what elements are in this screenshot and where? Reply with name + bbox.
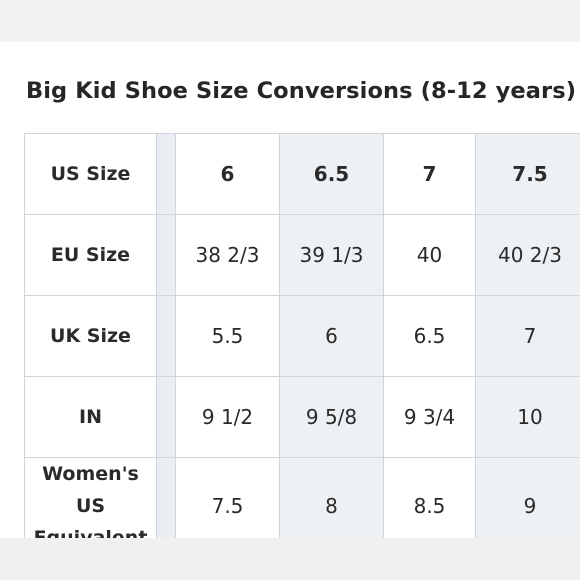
- row-label: IN: [24, 376, 157, 458]
- table-cell: 39 1/3: [279, 214, 384, 296]
- table-row: US Size 6 6.5 7 7.5: [24, 133, 580, 215]
- table-row: Women's US Equivalent 7.5 8 8.5 9: [24, 457, 580, 555]
- table-cell: 6: [175, 133, 280, 215]
- row-label: EU Size: [24, 214, 157, 296]
- table-cell: 7.5: [475, 133, 580, 215]
- bottom-band: [0, 538, 580, 580]
- table-cell: 6.5: [279, 133, 384, 215]
- table-cell: 9 1/2: [175, 376, 280, 458]
- spacer-cell: [156, 133, 176, 215]
- page-title: Big Kid Shoe Size Conversions (8-12 year…: [26, 78, 577, 104]
- top-band: [0, 0, 580, 42]
- table-cell: 6.5: [383, 295, 476, 377]
- table-cell: 9 3/4: [383, 376, 476, 458]
- table-row: IN 9 1/2 9 5/8 9 3/4 10: [24, 376, 580, 458]
- size-conversion-table: US Size 6 6.5 7 7.5 EU Size 38 2/3 39 1/…: [24, 133, 580, 555]
- table-row: UK Size 5.5 6 6.5 7: [24, 295, 580, 377]
- table-row: EU Size 38 2/3 39 1/3 40 40 2/3: [24, 214, 580, 296]
- table-cell: 5.5: [175, 295, 280, 377]
- table-cell: 10: [475, 376, 580, 458]
- spacer-cell: [156, 457, 176, 555]
- row-label: UK Size: [24, 295, 157, 377]
- spacer-cell: [156, 295, 176, 377]
- table-cell: 7: [475, 295, 580, 377]
- table-cell: 9 5/8: [279, 376, 384, 458]
- table-cell: 6: [279, 295, 384, 377]
- table-cell: 7: [383, 133, 476, 215]
- table-cell: 40 2/3: [475, 214, 580, 296]
- table-cell: 40: [383, 214, 476, 296]
- row-label-line-1: Women's US: [42, 463, 139, 517]
- spacer-cell: [156, 214, 176, 296]
- row-label: US Size: [24, 133, 157, 215]
- table-cell: 38 2/3: [175, 214, 280, 296]
- spacer-cell: [156, 376, 176, 458]
